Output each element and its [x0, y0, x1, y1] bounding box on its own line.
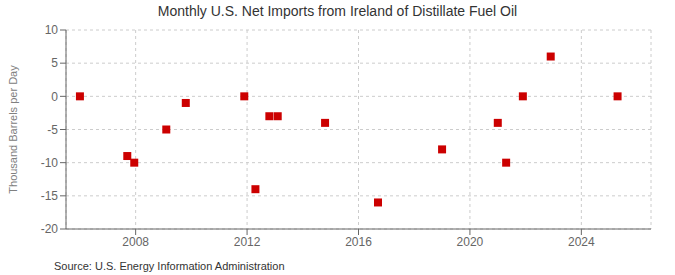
svg-text:2012: 2012	[234, 235, 261, 249]
html-text:Source: U.S. Energy Informatio: Source: U.S. Energy Information Administ…	[54, 260, 285, 272]
svg-text:2016: 2016	[345, 235, 372, 249]
svg-text:2008: 2008	[122, 235, 149, 249]
svg-text:-20: -20	[41, 222, 59, 236]
svg-text:-5: -5	[47, 123, 58, 137]
svg-text:2020: 2020	[457, 235, 484, 249]
svg-text:Thousand Barrels per Day: Thousand Barrels per Day	[8, 65, 19, 194]
svg-text:5: 5	[51, 56, 58, 70]
html-text:Monthly U.S. Net Imports from: Monthly U.S. Net Imports from Ireland of…	[157, 3, 518, 19]
svg-text:-10: -10	[41, 156, 59, 170]
svg-text:0: 0	[51, 90, 58, 104]
svg-text:2024: 2024	[568, 235, 595, 249]
svg-text:10: 10	[45, 23, 59, 37]
svg-text:-15: -15	[41, 189, 59, 203]
